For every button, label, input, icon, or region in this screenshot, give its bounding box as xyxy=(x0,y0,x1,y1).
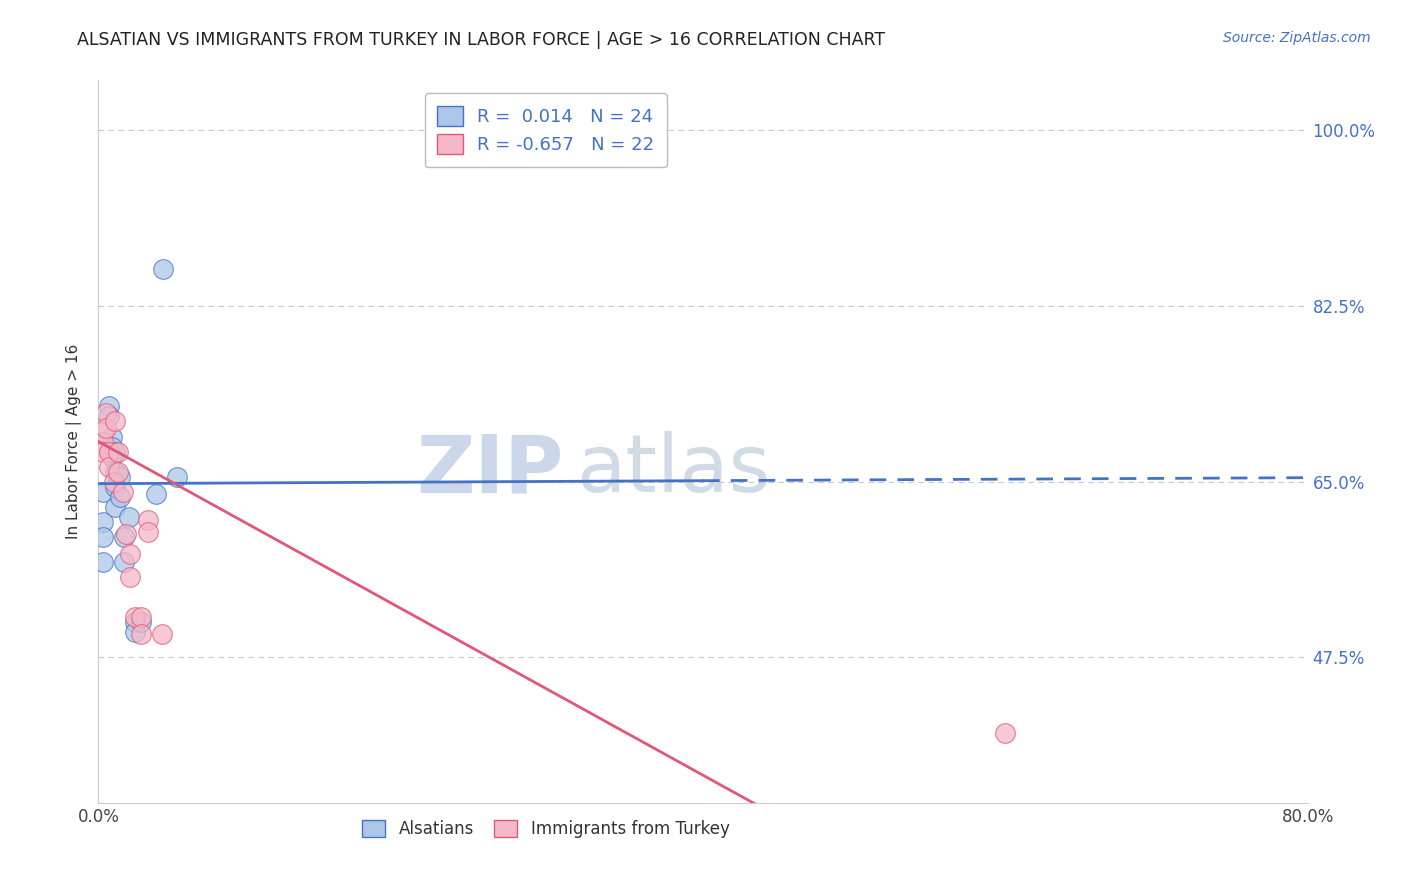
Point xyxy=(108,490,131,504)
Point xyxy=(104,465,127,479)
Point xyxy=(91,515,114,529)
Point xyxy=(108,469,131,483)
Text: atlas: atlas xyxy=(576,432,770,509)
Point xyxy=(124,625,146,640)
Point xyxy=(91,444,114,458)
Point xyxy=(98,400,121,414)
Point xyxy=(104,414,127,429)
Point xyxy=(129,615,152,630)
Text: ZIP: ZIP xyxy=(416,432,564,509)
Text: ALSATIAN VS IMMIGRANTS FROM TURKEY IN LABOR FORCE | AGE > 16 CORRELATION CHART: ALSATIAN VS IMMIGRANTS FROM TURKEY IN LA… xyxy=(77,31,886,49)
Point xyxy=(98,444,121,458)
Point xyxy=(98,459,121,474)
Point xyxy=(91,484,114,499)
Point xyxy=(94,421,117,435)
Point xyxy=(112,555,135,569)
Y-axis label: In Labor Force | Age > 16: In Labor Force | Age > 16 xyxy=(66,344,83,539)
Point xyxy=(124,615,146,630)
Legend: Alsatians, Immigrants from Turkey: Alsatians, Immigrants from Turkey xyxy=(356,814,737,845)
Point xyxy=(91,434,114,449)
Point xyxy=(120,547,142,561)
Point xyxy=(103,475,125,489)
Point xyxy=(98,409,121,424)
Point xyxy=(91,425,114,439)
Point xyxy=(111,484,134,499)
Point xyxy=(101,429,124,443)
Point xyxy=(107,444,129,458)
Point xyxy=(994,725,1017,739)
Point xyxy=(101,450,124,464)
Point xyxy=(145,487,167,501)
Text: Source: ZipAtlas.com: Source: ZipAtlas.com xyxy=(1223,31,1371,45)
Point xyxy=(107,465,129,479)
Point xyxy=(104,444,127,458)
Point xyxy=(114,526,136,541)
Point xyxy=(150,627,173,641)
Point xyxy=(91,555,114,569)
Point xyxy=(120,570,142,584)
Point xyxy=(152,262,174,277)
Point xyxy=(124,610,146,624)
Point xyxy=(129,610,152,624)
Point xyxy=(91,530,114,544)
Point xyxy=(166,469,188,483)
Point xyxy=(112,530,135,544)
Point xyxy=(104,500,127,514)
Point xyxy=(136,524,159,539)
Point xyxy=(104,480,127,494)
Point xyxy=(94,407,117,421)
Point xyxy=(129,627,152,641)
Point xyxy=(136,513,159,527)
Point xyxy=(101,440,124,454)
Point xyxy=(118,509,141,524)
